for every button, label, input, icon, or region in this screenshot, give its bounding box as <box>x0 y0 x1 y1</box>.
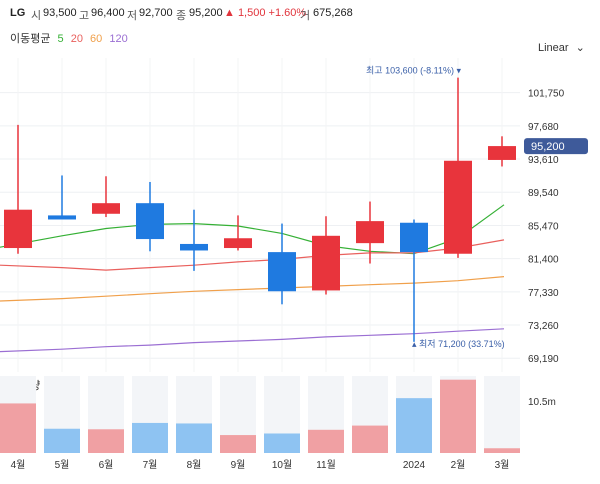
candle-body <box>444 160 472 254</box>
ma-legend-120[interactable]: 120 <box>109 33 128 45</box>
x-tick-label: 10월 <box>272 459 292 471</box>
ma-legend-60[interactable]: 60 <box>90 33 103 45</box>
y-tick-label: 101,750 <box>528 89 565 100</box>
price-summary-header: LG 시 93,500 고 96,400 저 92,700 종 95,200 ▲… <box>0 0 600 24</box>
extreme-annotations: 최고 103,600 (-8.11%) ▾ ▴ 최저 71,200 (33.71%… <box>366 66 505 349</box>
x-tick-label: 6월 <box>99 459 114 471</box>
close-label: 종 <box>176 10 187 22</box>
x-tick-label: 2월 <box>451 459 466 471</box>
x-tick-label: 5월 <box>55 459 70 471</box>
volume-panel: 거래량10.5m <box>0 376 556 453</box>
current-price-text: 95,200 <box>531 141 565 153</box>
x-tick-label: 8월 <box>187 459 202 471</box>
candle-body <box>4 209 32 249</box>
open-value: 93,500 <box>43 7 77 19</box>
y-tick-label: 69,190 <box>528 354 559 365</box>
volume-bar-background <box>484 376 520 453</box>
volume-value: 675,268 <box>313 7 353 19</box>
volume-label: 거 <box>300 10 311 22</box>
x-tick-label: 9월 <box>231 459 246 471</box>
time-axis: 4월 5월 6월 7월 8월 9월 10월 11월 2024 2월 3월 <box>11 459 510 471</box>
y-tick-label: 85,470 <box>528 221 559 232</box>
volume-bar <box>176 423 212 453</box>
candle-body <box>180 243 208 251</box>
current-price-tag: 95,200 <box>524 138 588 155</box>
volume-tick-label: 10.5m <box>528 397 556 408</box>
grid-lines <box>0 58 520 372</box>
volume-bar <box>352 425 388 453</box>
x-tick-label: 7월 <box>143 459 158 471</box>
volume-bar <box>88 429 124 453</box>
low-label: 저 <box>127 10 138 22</box>
low-value: 92,700 <box>139 7 173 19</box>
open-label: 시 <box>31 10 42 22</box>
high-annotation: 최고 103,600 (-8.11%) ▾ <box>366 66 461 76</box>
scale-dropdown-button[interactable]: Linear ⌄ <box>538 41 585 54</box>
ma-legend-20[interactable]: 20 <box>70 33 83 45</box>
chevron-down-icon: ⌄ <box>575 42 585 54</box>
candle-body <box>356 221 384 244</box>
volume-bar <box>308 429 344 453</box>
current-price-badge <box>524 138 588 155</box>
scale-label: Linear <box>538 42 569 54</box>
ma-line-60 <box>0 276 505 302</box>
candle-series <box>4 77 516 342</box>
candle-body <box>136 203 164 240</box>
volume-bar <box>44 428 80 453</box>
low-annotation: ▴ 최저 71,200 (33.71%) <box>412 339 505 349</box>
moving-average-legend: 이동평균 5 20 60 120 <box>10 30 132 46</box>
moving-average-lines <box>0 204 505 353</box>
candle-body <box>312 235 340 291</box>
volume-bar <box>440 379 476 453</box>
close-value: 95,200 <box>189 7 223 19</box>
candle-body <box>224 238 252 249</box>
stock-name: LG <box>10 7 26 19</box>
x-tick-label: 3월 <box>495 459 510 471</box>
ma-legend-5[interactable]: 5 <box>57 33 64 45</box>
candle-body <box>268 252 296 292</box>
volume-bar <box>132 422 168 453</box>
y-tick-label: 77,330 <box>528 288 559 299</box>
candle-body <box>48 215 76 220</box>
candle-body <box>488 146 516 160</box>
y-tick-label: 73,260 <box>528 321 559 332</box>
volume-bar <box>396 398 432 453</box>
candle-body <box>400 222 428 253</box>
x-tick-label: 11월 <box>316 459 336 471</box>
ma-line-120 <box>0 328 505 353</box>
high-value: 96,400 <box>91 7 125 19</box>
high-label: 고 <box>79 10 90 22</box>
y-tick-label: 97,680 <box>528 122 559 133</box>
x-tick-label: 2024 <box>403 460 426 471</box>
volume-bar <box>220 435 256 453</box>
change-value: ▲ 1,500 +1.60% <box>224 7 307 19</box>
y-tick-label: 81,400 <box>528 255 559 266</box>
candle-body <box>92 203 120 214</box>
ma-legend-title: 이동평균 <box>10 33 51 45</box>
x-tick-label: 4월 <box>11 459 26 471</box>
volume-bar <box>0 403 36 453</box>
volume-bar <box>264 433 300 453</box>
volume-bar <box>484 448 520 453</box>
y-tick-label: 89,540 <box>528 188 559 199</box>
price-axis: 101,750 97,680 93,610 89,540 85,470 81,400 77,… <box>528 89 565 366</box>
y-tick-label: 93,610 <box>528 155 559 166</box>
